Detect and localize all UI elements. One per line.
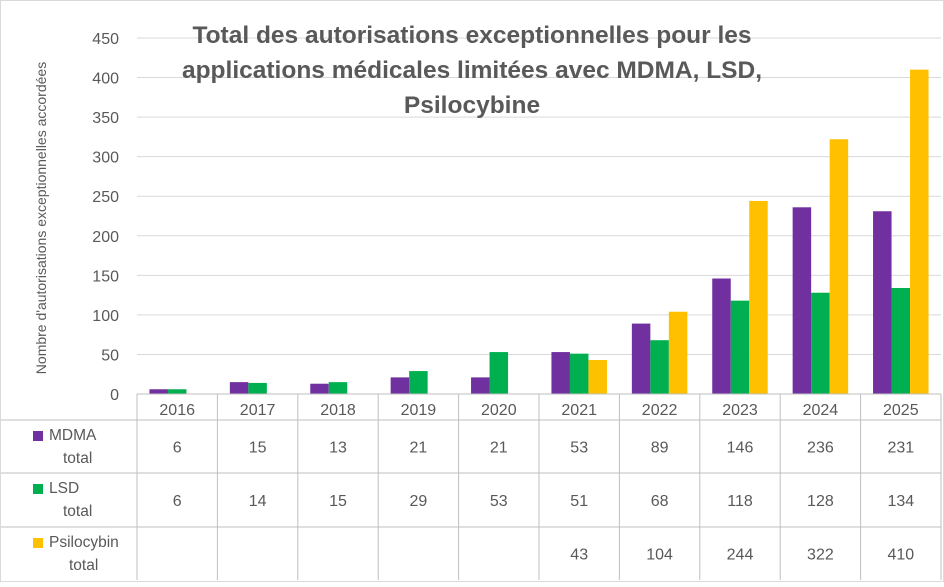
bar-psilocybin-total (910, 69, 929, 395)
data-label: 89 (651, 440, 669, 457)
data-label: 118 (727, 493, 753, 510)
x-tick-label: 2018 (320, 402, 356, 419)
bar-lsd-total (328, 382, 348, 394)
bar-mdma-total (631, 323, 651, 394)
y-tick-label: 250 (92, 189, 119, 206)
x-tick-label: 2020 (481, 402, 517, 419)
bar-mdma-total (712, 278, 731, 394)
data-label: 146 (727, 440, 754, 457)
x-tick-label: 2024 (803, 402, 839, 419)
bar-mdma-total (149, 389, 168, 394)
x-tick-label: 2025 (883, 402, 919, 419)
bar-mdma-total (873, 211, 892, 394)
legend-label: MDMA (49, 427, 97, 444)
data-label: 15 (329, 493, 347, 510)
data-label: 43 (570, 547, 588, 564)
legend-key-mdma-total (33, 431, 43, 441)
x-tick-label: 2023 (722, 402, 758, 419)
y-tick-label: 100 (92, 308, 119, 325)
data-label: 6 (173, 493, 182, 510)
x-tick-label: 2021 (561, 402, 597, 419)
y-tick-label: 350 (92, 110, 119, 127)
data-label: 21 (410, 440, 428, 457)
data-label: 53 (490, 493, 508, 510)
bar-mdma-total (310, 383, 329, 394)
bar-mdma-total (551, 352, 570, 394)
y-tick-label: 400 (92, 71, 119, 88)
bar-mdma-total (471, 377, 490, 394)
bar-psilocybin-total (749, 200, 768, 394)
bar-psilocybin-total (588, 359, 607, 394)
legend-label: total (63, 503, 92, 520)
legend-label: total (63, 450, 92, 467)
bar-lsd-total (650, 340, 669, 394)
bar-lsd-total (248, 382, 267, 394)
legend-key-lsd-total (33, 484, 43, 494)
legend-label: LSD (49, 480, 79, 497)
bar-mdma-total (792, 207, 812, 394)
chart-title: Total des autorisations exceptionnelles … (192, 22, 751, 49)
y-tick-label: 50 (101, 347, 119, 364)
x-tick-label: 2016 (159, 402, 195, 419)
y-tick-label: 300 (92, 150, 119, 167)
chart-title: applications médicales limitées avec MDM… (182, 57, 762, 84)
data-label: 6 (173, 440, 182, 457)
data-label: 128 (807, 493, 834, 510)
y-tick-label: 150 (92, 268, 119, 285)
data-label: 15 (249, 440, 267, 457)
data-label: 14 (249, 493, 267, 510)
legend-key-psilocybin-total (33, 538, 43, 548)
bar-lsd-total (409, 371, 428, 394)
bar-lsd-total (167, 389, 187, 394)
y-tick-label: 0 (110, 387, 119, 404)
data-label: 21 (490, 440, 508, 457)
legend-label: total (69, 557, 98, 574)
data-label: 53 (570, 440, 588, 457)
data-label: 13 (329, 440, 347, 457)
data-label: 104 (646, 547, 673, 564)
data-label: 51 (570, 493, 588, 510)
legend-label: Psilocybin (49, 534, 119, 551)
data-label: 322 (807, 547, 834, 564)
x-tick-label: 2017 (240, 402, 276, 419)
bar-lsd-total (489, 352, 509, 394)
x-tick-label: 2022 (642, 402, 678, 419)
data-label: 410 (887, 547, 914, 564)
x-tick-label: 2019 (401, 402, 437, 419)
data-label: 29 (410, 493, 428, 510)
bar-lsd-total (891, 287, 911, 394)
bar-psilocybin-total (829, 139, 849, 394)
y-tick-label: 200 (92, 229, 119, 246)
data-label: 134 (887, 493, 914, 510)
chart-title: Psilocybine (404, 92, 540, 119)
bar-mdma-total (229, 382, 249, 394)
bar-lsd-total (569, 353, 589, 394)
data-label: 244 (727, 547, 754, 564)
bar-lsd-total (730, 300, 750, 394)
y-axis-label: Nombre d'autorisations exceptionnelles a… (33, 62, 49, 374)
y-tick-label: 450 (92, 31, 119, 48)
bar-mdma-total (390, 377, 410, 394)
bar-psilocybin-total (668, 311, 688, 394)
data-label: 68 (651, 493, 669, 510)
bar-lsd-total (811, 292, 830, 394)
data-label: 231 (887, 440, 914, 457)
data-label: 236 (807, 440, 834, 457)
